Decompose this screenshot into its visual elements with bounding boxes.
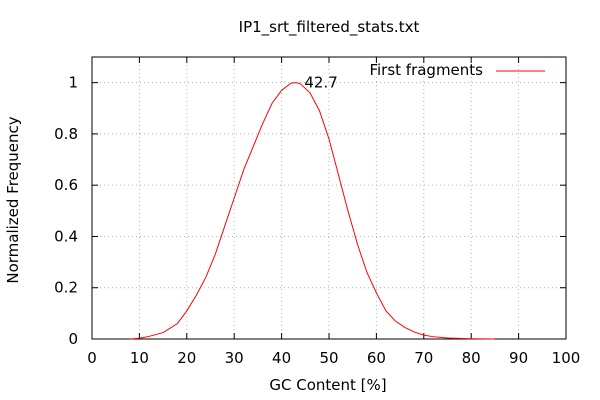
plot-frame [91,56,567,340]
annotation-layer: 42.7 [304,74,337,92]
x-tick-label: 50 [319,349,338,367]
legend-label: First fragments [369,61,483,79]
x-tick-label: 20 [177,349,196,367]
x-axis-title: GC Content [%] [269,376,386,394]
x-tick-label: 70 [414,349,433,367]
axes-layer [91,56,567,340]
x-tick-label: 30 [225,349,244,367]
x-tick-label: 80 [462,349,481,367]
legend: First fragments [369,61,545,79]
grid-layer [92,57,566,339]
y-tick-label: 0.4 [54,227,78,245]
x-tick-label: 0 [87,349,97,367]
ticks-layer: 0 10 20 30 40 50 60 70 80 90 100 0 0.2 0.4 0.6 0.8 1 [54,57,580,367]
series-layer [129,82,495,340]
y-tick-label: 1 [68,74,78,92]
series-line-first-fragments [129,82,495,340]
y-tick-label: 0.6 [54,176,78,194]
chart-title: IP1_srt_filtered_stats.txt [239,18,420,37]
peak-annotation: 42.7 [304,74,337,92]
y-tick-label: 0.8 [54,125,78,143]
y-axis-title: Normalized Frequency [4,116,22,283]
x-tick-label: 60 [367,349,386,367]
y-tick-label: 0 [68,330,78,348]
x-tick-label: 40 [272,349,291,367]
x-tick-label: 90 [509,349,528,367]
y-tick-label: 0.2 [54,279,78,297]
x-tick-label: 10 [130,349,149,367]
x-tick-label: 100 [552,349,581,367]
